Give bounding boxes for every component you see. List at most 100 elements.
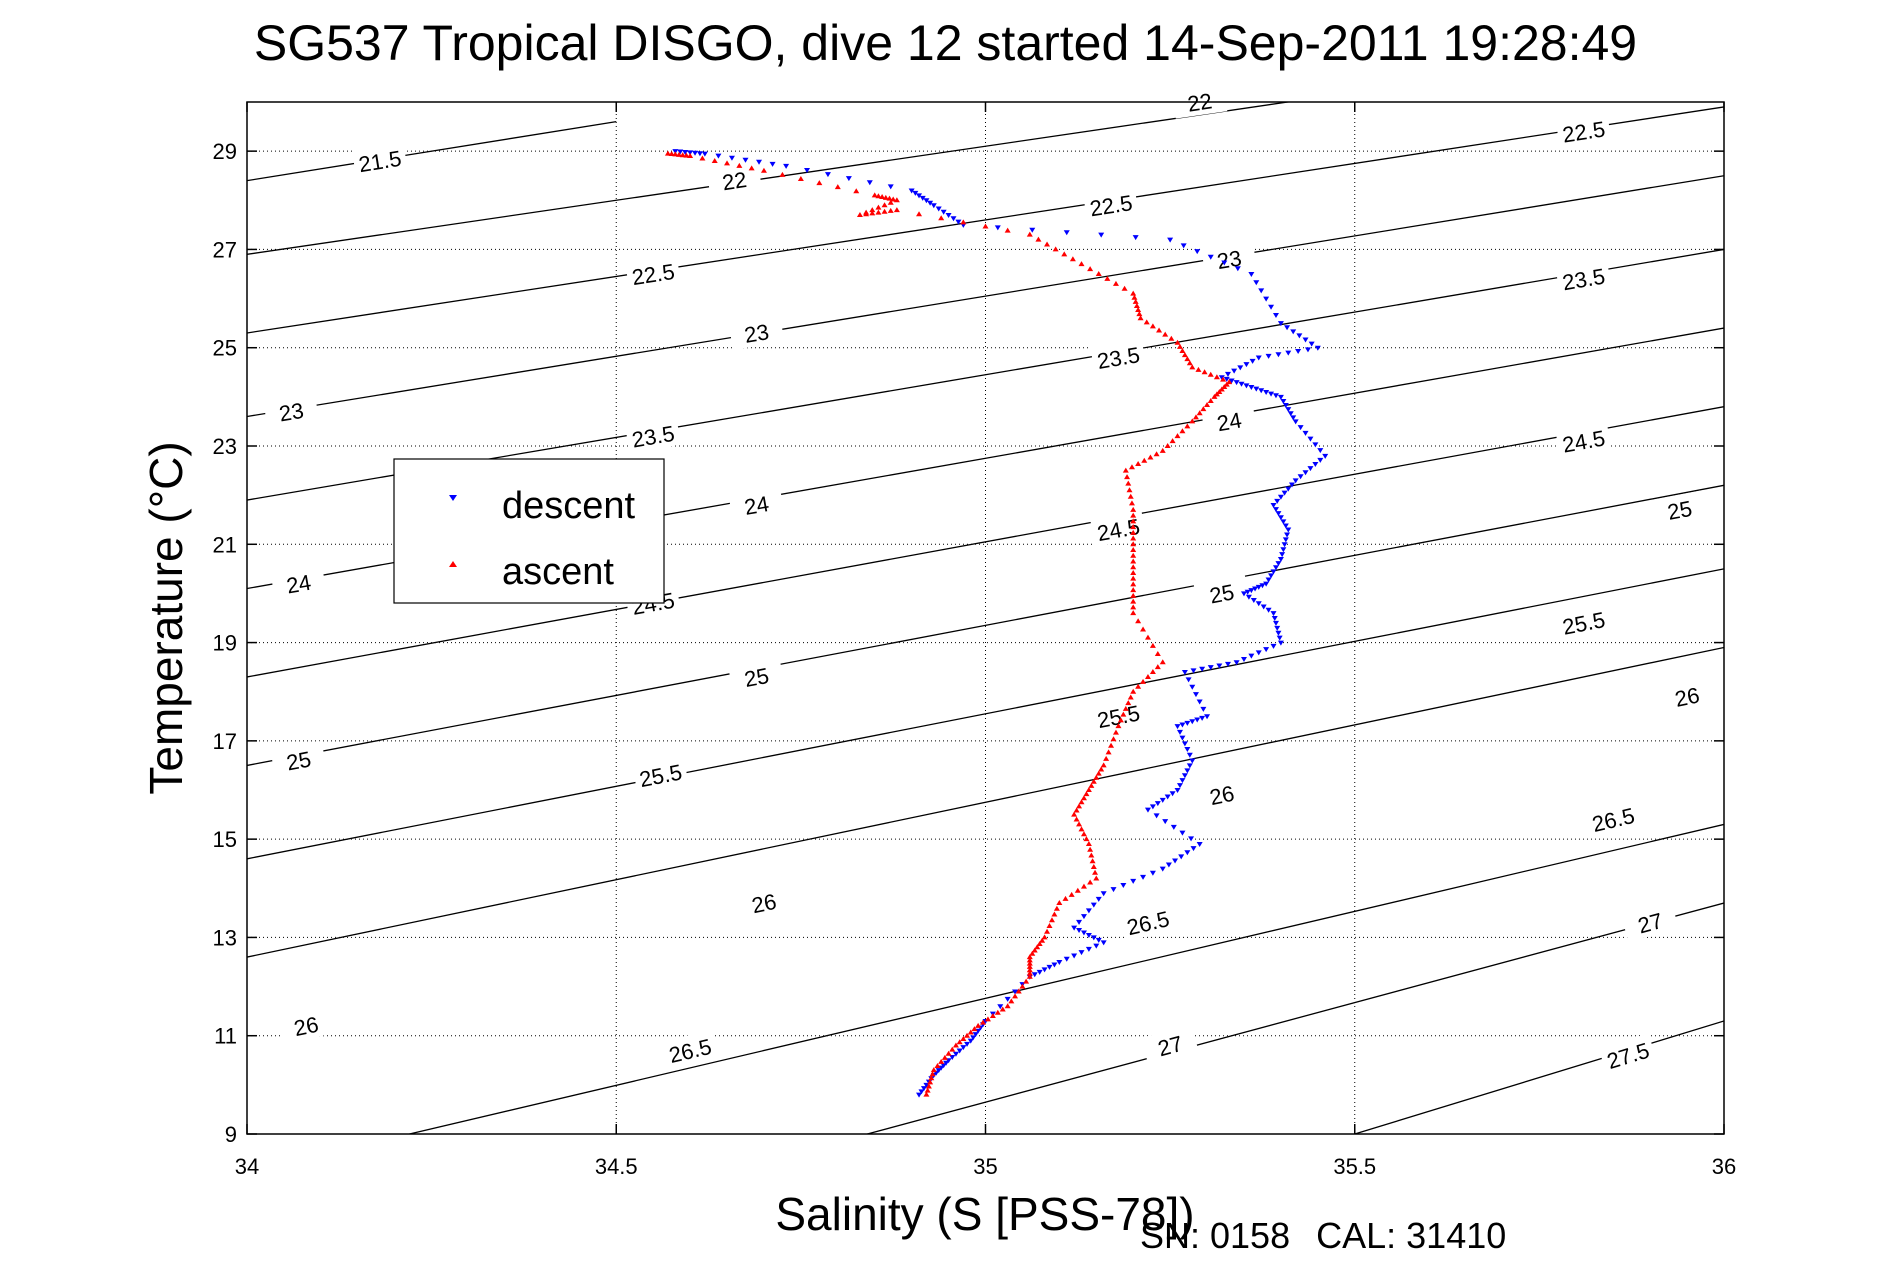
descent-point [1184, 768, 1191, 774]
ascent-point [1088, 782, 1095, 788]
footer: SN: 0158 CAL: 31410 [1140, 1215, 1532, 1257]
descent-point [1284, 325, 1291, 331]
legend-ascent-marker [449, 561, 457, 567]
ascent-point [938, 215, 945, 221]
descent-point [1317, 448, 1324, 454]
descent-point [1051, 962, 1058, 968]
descent-point [1272, 565, 1279, 571]
descent-point [1302, 470, 1309, 476]
ascent-point [1100, 762, 1107, 768]
contour-line [1354, 1020, 1724, 1134]
descent-point [1036, 969, 1043, 975]
ascent-point [960, 219, 967, 225]
descent-point [916, 1092, 923, 1098]
ascent-point [1051, 911, 1058, 917]
descent-point [1095, 896, 1102, 902]
ascent-point [1130, 610, 1137, 616]
descent-point [1172, 858, 1179, 864]
ascent-point [1071, 811, 1078, 817]
descent-point [1277, 640, 1284, 646]
descent-point [1190, 846, 1197, 852]
ascent-point [879, 194, 886, 200]
contour-line [247, 568, 1724, 860]
y-tick-label: 15 [213, 827, 237, 852]
descent-point [972, 1032, 979, 1038]
descent-point [1275, 511, 1282, 517]
ascent-point [1124, 474, 1131, 480]
descent-point [1159, 866, 1166, 872]
ascent-point [934, 1063, 941, 1069]
ascent-point [1196, 410, 1203, 416]
descent-point [1253, 280, 1260, 286]
descent-point [1272, 393, 1279, 399]
descent-point [1282, 537, 1289, 543]
descent-point [952, 1051, 959, 1057]
descent-point [1279, 552, 1286, 558]
descent-point [1190, 668, 1197, 674]
contour-label-bg [1621, 901, 1679, 943]
contour-label: 21.5 [357, 146, 403, 177]
ascent-point [1218, 386, 1225, 392]
contour-label: 23 [1215, 245, 1243, 274]
ascent-point [1061, 251, 1068, 257]
contour-label-bg [1201, 240, 1257, 277]
ascent-point [893, 207, 900, 213]
contour-line [247, 406, 1724, 678]
descent-point [1308, 341, 1315, 347]
descent-point [967, 1038, 974, 1044]
descent-point [1263, 296, 1270, 302]
contour-label-bg [1555, 421, 1612, 459]
ascent-point [984, 1016, 991, 1022]
descent-point [1253, 386, 1260, 392]
descent-point [1004, 996, 1011, 1002]
descent-point [1179, 778, 1186, 784]
descent-point [692, 150, 699, 156]
ascent-point [1140, 678, 1147, 684]
descent-point [1174, 724, 1181, 730]
descent-point [1179, 735, 1186, 741]
contour-label-bg [351, 142, 408, 178]
descent-point [1282, 403, 1289, 409]
descent-point [1233, 380, 1240, 386]
descent-point [1080, 914, 1087, 920]
ascent-point [1108, 742, 1115, 748]
x-tick-label: 34.5 [595, 1154, 638, 1179]
descent-point [1196, 699, 1203, 705]
ascent-point [1189, 418, 1196, 424]
ascent-point [1162, 331, 1169, 337]
ascent-point [1127, 694, 1134, 700]
ascent-point [1026, 954, 1033, 960]
ascent-point [949, 1046, 956, 1052]
descent-point [908, 188, 915, 194]
descent-point [916, 193, 923, 199]
ascent-point [1029, 950, 1036, 956]
descent-point [1056, 960, 1063, 965]
ascent-point [1073, 816, 1080, 822]
descent-point [1245, 594, 1252, 600]
descent-point [940, 209, 947, 215]
ascent-point [1104, 275, 1111, 281]
ascent-point [1149, 323, 1156, 329]
ascent-point [1083, 791, 1090, 797]
contour-label: 24 [1215, 407, 1243, 436]
ascent-point [875, 204, 882, 210]
descent-point [1098, 232, 1105, 238]
ascent-point [1080, 883, 1087, 889]
descent-point [1285, 527, 1292, 533]
ascent-point [1130, 564, 1137, 570]
descent-point [1041, 967, 1048, 973]
ascent-point [1085, 841, 1092, 847]
ascent-point [863, 211, 870, 217]
descent-point [1250, 597, 1257, 603]
ascent-point [676, 151, 683, 157]
contour-label-bg [625, 255, 681, 291]
contour-label: 25 [742, 663, 771, 692]
descent-point [1063, 956, 1070, 962]
ascent-point [699, 155, 706, 161]
y-axis-label: Temperature (°C) [140, 441, 192, 794]
descent-point [994, 225, 1001, 231]
ascent-point [1153, 451, 1160, 457]
ascent-point [927, 1079, 934, 1085]
y-tick-label: 9 [225, 1122, 237, 1147]
descent-point [1275, 561, 1282, 567]
